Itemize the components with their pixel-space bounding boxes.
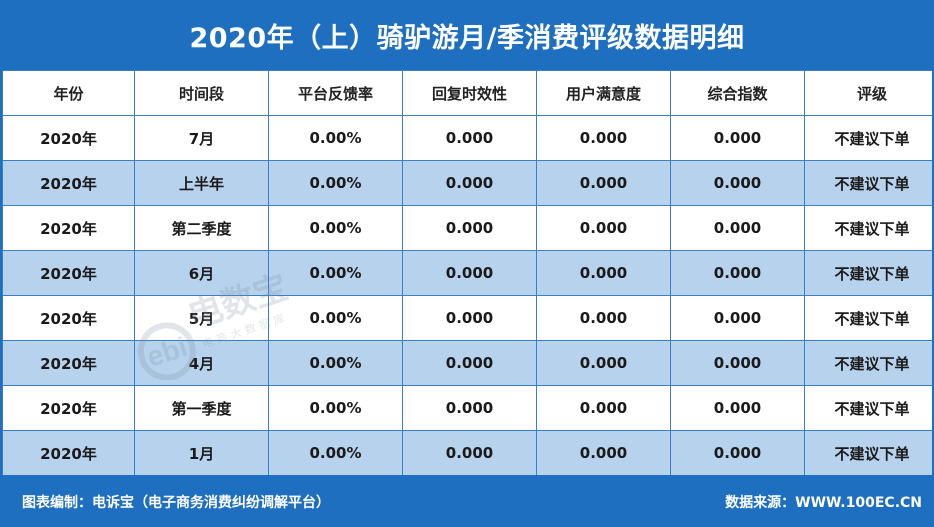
cell-feedback-rate: 0.00% bbox=[268, 250, 403, 296]
header-user-satisfaction: 用户满意度 bbox=[536, 70, 671, 116]
table-row: 2020年 4月 0.00% 0.000 0.000 0.000 不建议下单 bbox=[2, 340, 932, 386]
cell-reply-timeliness: 0.000 bbox=[402, 430, 537, 475]
table-row: 2020年 1月 0.00% 0.000 0.000 0.000 不建议下单 bbox=[2, 430, 932, 475]
cell-rating: 不建议下单 bbox=[804, 115, 932, 161]
cell-feedback-rate: 0.00% bbox=[268, 430, 403, 475]
cell-year: 2020年 bbox=[2, 295, 135, 341]
cell-period: 上半年 bbox=[134, 160, 269, 206]
cell-year: 2020年 bbox=[2, 385, 135, 431]
cell-rating: 不建议下单 bbox=[804, 160, 932, 206]
rating-table: 年份 时间段 平台反馈率 回复时效性 用户满意度 综合指数 评级 2020年 7… bbox=[2, 70, 932, 475]
table-header-row: 年份 时间段 平台反馈率 回复时效性 用户满意度 综合指数 评级 bbox=[2, 70, 932, 116]
table-row: 2020年 第二季度 0.00% 0.000 0.000 0.000 不建议下单 bbox=[2, 205, 932, 251]
cell-period: 第二季度 bbox=[134, 205, 269, 251]
cell-feedback-rate: 0.00% bbox=[268, 340, 403, 386]
header-rating: 评级 bbox=[804, 70, 932, 116]
cell-composite-index: 0.000 bbox=[670, 160, 805, 206]
cell-rating: 不建议下单 bbox=[804, 205, 932, 251]
cell-composite-index: 0.000 bbox=[670, 250, 805, 296]
cell-user-satisfaction: 0.000 bbox=[536, 295, 671, 341]
cell-user-satisfaction: 0.000 bbox=[536, 115, 671, 161]
table-row: 2020年 6月 0.00% 0.000 0.000 0.000 不建议下单 bbox=[2, 250, 932, 296]
cell-reply-timeliness: 0.000 bbox=[402, 340, 537, 386]
cell-user-satisfaction: 0.000 bbox=[536, 385, 671, 431]
header-period: 时间段 bbox=[134, 70, 269, 116]
table-row: 2020年 5月 0.00% 0.000 0.000 0.000 不建议下单 bbox=[2, 295, 932, 341]
cell-rating: 不建议下单 bbox=[804, 385, 932, 431]
cell-year: 2020年 bbox=[2, 160, 135, 206]
cell-year: 2020年 bbox=[2, 250, 135, 296]
cell-reply-timeliness: 0.000 bbox=[402, 205, 537, 251]
cell-feedback-rate: 0.00% bbox=[268, 205, 403, 251]
header-composite-index: 综合指数 bbox=[670, 70, 805, 116]
cell-composite-index: 0.000 bbox=[670, 385, 805, 431]
cell-period: 6月 bbox=[134, 250, 269, 296]
cell-user-satisfaction: 0.000 bbox=[536, 430, 671, 475]
cell-composite-index: 0.000 bbox=[670, 295, 805, 341]
cell-rating: 不建议下单 bbox=[804, 250, 932, 296]
cell-period: 第一季度 bbox=[134, 385, 269, 431]
cell-year: 2020年 bbox=[2, 430, 135, 475]
cell-period: 7月 bbox=[134, 115, 269, 161]
table-row: 2020年 上半年 0.00% 0.000 0.000 0.000 不建议下单 bbox=[2, 160, 932, 206]
cell-feedback-rate: 0.00% bbox=[268, 115, 403, 161]
cell-reply-timeliness: 0.000 bbox=[402, 385, 537, 431]
cell-user-satisfaction: 0.000 bbox=[536, 160, 671, 206]
cell-feedback-rate: 0.00% bbox=[268, 160, 403, 206]
cell-reply-timeliness: 0.000 bbox=[402, 160, 537, 206]
cell-year: 2020年 bbox=[2, 205, 135, 251]
cell-feedback-rate: 0.00% bbox=[268, 385, 403, 431]
cell-period: 4月 bbox=[134, 340, 269, 386]
header-year: 年份 bbox=[2, 70, 135, 116]
footer-source: 数据来源：WWW.100EC.CN bbox=[725, 494, 922, 511]
cell-reply-timeliness: 0.000 bbox=[402, 250, 537, 296]
report-title: 2020年（上）骑驴游月/季消费评级数据明细 bbox=[189, 22, 745, 54]
table-container: 年份 时间段 平台反馈率 回复时效性 用户满意度 综合指数 评级 2020年 7… bbox=[2, 70, 932, 475]
cell-reply-timeliness: 0.000 bbox=[402, 115, 537, 161]
header-feedback-rate: 平台反馈率 bbox=[268, 70, 403, 116]
cell-composite-index: 0.000 bbox=[670, 115, 805, 161]
cell-user-satisfaction: 0.000 bbox=[536, 340, 671, 386]
table-row: 2020年 7月 0.00% 0.000 0.000 0.000 不建议下单 bbox=[2, 115, 932, 161]
table-row: 2020年 第一季度 0.00% 0.000 0.000 0.000 不建议下单 bbox=[2, 385, 932, 431]
cell-rating: 不建议下单 bbox=[804, 295, 932, 341]
cell-year: 2020年 bbox=[2, 340, 135, 386]
cell-composite-index: 0.000 bbox=[670, 430, 805, 475]
cell-composite-index: 0.000 bbox=[670, 340, 805, 386]
cell-user-satisfaction: 0.000 bbox=[536, 205, 671, 251]
cell-year: 2020年 bbox=[2, 115, 135, 161]
cell-reply-timeliness: 0.000 bbox=[402, 295, 537, 341]
cell-composite-index: 0.000 bbox=[670, 205, 805, 251]
footer-credit: 图表编制：电诉宝（电子商务消费纠纷调解平台） bbox=[22, 494, 330, 511]
cell-period: 5月 bbox=[134, 295, 269, 341]
footer-bar: 图表编制：电诉宝（电子商务消费纠纷调解平台） 数据来源：WWW.100EC.CN bbox=[0, 476, 934, 527]
header-reply-timeliness: 回复时效性 bbox=[402, 70, 537, 116]
cell-rating: 不建议下单 bbox=[804, 430, 932, 475]
cell-user-satisfaction: 0.000 bbox=[536, 250, 671, 296]
cell-rating: 不建议下单 bbox=[804, 340, 932, 386]
cell-period: 1月 bbox=[134, 430, 269, 475]
cell-feedback-rate: 0.00% bbox=[268, 295, 403, 341]
